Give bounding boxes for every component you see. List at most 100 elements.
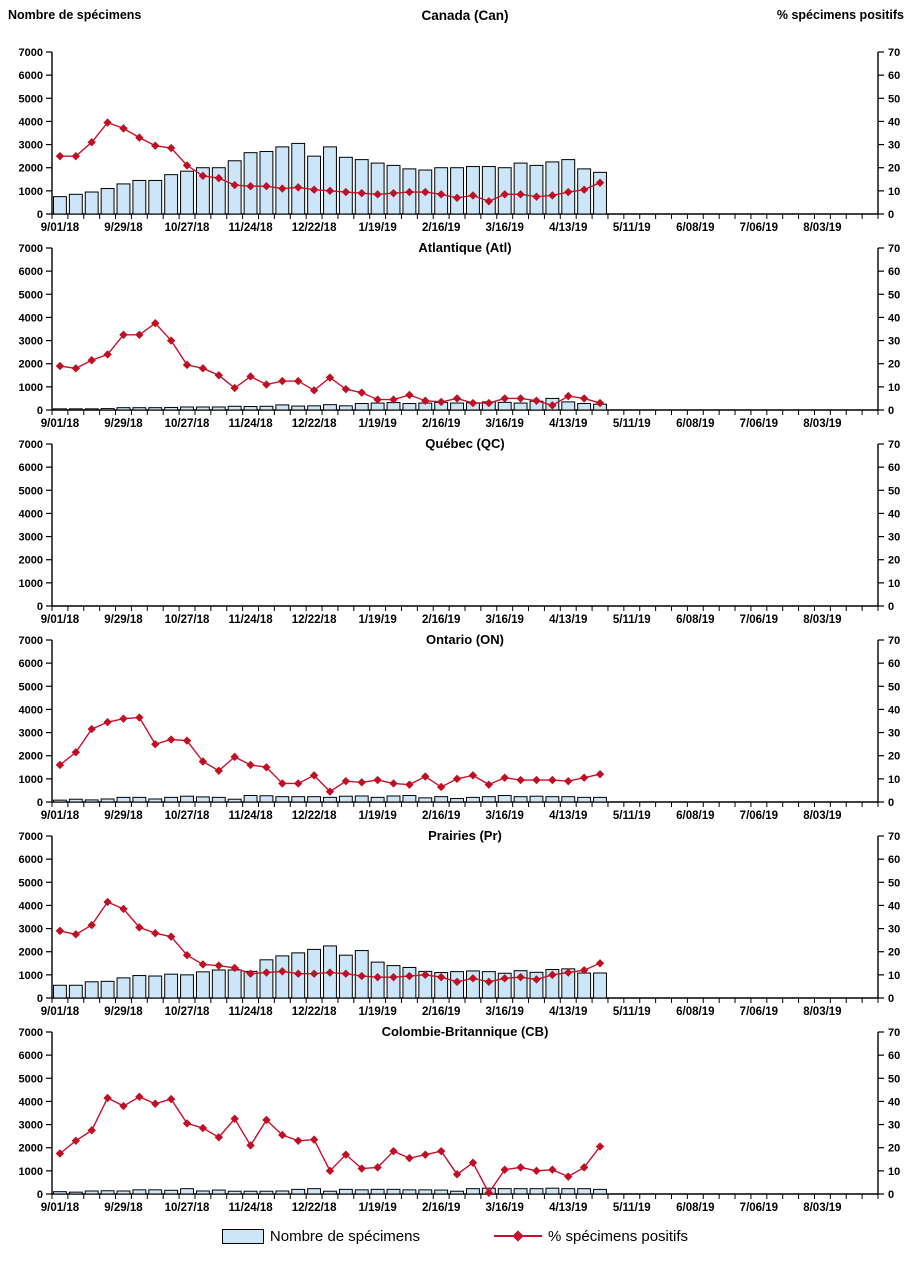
bar (338, 156, 353, 215)
diamond-marker (532, 396, 541, 405)
diamond-marker (55, 361, 65, 371)
bar (497, 401, 512, 411)
bar (84, 1190, 99, 1195)
diamond-marker (87, 1126, 96, 1135)
combo-chart-atlantique: 0 1000 2000 3000 4000 5000 6000 7000 0 10 20 30 40 50… (19, 240, 901, 430)
x-axis-tick-label: 5/11/19 (613, 418, 651, 430)
x-axis-tick-label: 6/08/19 (676, 1202, 714, 1214)
x-axis-tick-label: 2/16/19 (422, 810, 460, 822)
chart-title: Atlantique (Atl) (418, 240, 511, 255)
right-axis-tick-label: 60 (888, 658, 900, 670)
right-axis-tick-label: 20 (888, 555, 900, 567)
bar (195, 971, 210, 999)
x-axis-tick-label: 4/13/19 (549, 1006, 587, 1018)
left-axis-tick-label: 0 (37, 993, 43, 1005)
x-axis-tick-label: 9/01/18 (41, 1006, 80, 1018)
bars-series (53, 1187, 607, 1195)
bar (275, 1190, 290, 1195)
right-axis-tick-label: 60 (888, 1050, 900, 1062)
bar (307, 405, 322, 411)
x-axis-tick-label: 9/29/18 (104, 810, 143, 822)
diamond-marker (405, 187, 414, 197)
diamond-marker (436, 190, 446, 199)
legend-item-specimens: Nombre de spécimens (221, 1228, 420, 1245)
diamond-marker (532, 192, 541, 201)
diamond-marker (484, 780, 494, 789)
bar (354, 159, 369, 215)
diamond-marker (373, 775, 382, 785)
line-markers (55, 713, 605, 796)
bar (148, 1189, 163, 1195)
bar (148, 407, 163, 411)
bar (84, 981, 99, 999)
right-axis-tick-label: 0 (888, 797, 894, 809)
left-axis-tick-label: 1000 (19, 970, 43, 982)
left-axis-tick-label: 7000 (19, 243, 43, 255)
left-axis-tick-label: 4000 (19, 1096, 43, 1108)
x-axis-tick-label: 9/29/18 (104, 418, 143, 430)
left-axis-tick-label: 4000 (19, 116, 43, 128)
diamond-marker (151, 319, 160, 328)
x-axis-tick-label: 11/24/18 (228, 222, 273, 234)
diamond-marker (103, 1093, 112, 1103)
diamond-marker (87, 724, 96, 734)
bar (291, 405, 306, 411)
x-axis-tick-label: 1/19/19 (358, 1006, 396, 1018)
left-axis-tick-label: 7000 (19, 831, 43, 843)
diamond-marker (595, 959, 605, 968)
chart-panel-ontario: 0 1000 2000 3000 4000 5000 6000 7000 0 10 20 30 40 50… (0, 626, 910, 822)
diamond-marker (500, 773, 509, 782)
left-axis-tick-label: 0 (37, 405, 43, 417)
diamond-marker (579, 185, 589, 194)
bar (545, 1187, 560, 1195)
left-axis-tick-label: 6000 (19, 1050, 43, 1062)
bar (180, 974, 194, 999)
left-axis-tick-label: 7000 (19, 1027, 43, 1039)
diamond-marker (484, 398, 494, 408)
bar (291, 1188, 306, 1195)
diamond-marker (373, 190, 382, 199)
x-axis-tick-label: 5/11/19 (613, 810, 651, 822)
x-axis-tick-label: 12/22/18 (292, 1202, 337, 1214)
right-axis-tick-label: 40 (888, 1096, 900, 1108)
diamond-marker (500, 190, 509, 199)
x-axis-tick-label: 10/27/18 (165, 222, 210, 234)
left-axis-tick-label: 2000 (19, 555, 43, 567)
right-axis-tick-label: 50 (888, 289, 900, 301)
right-axis-tick-label: 0 (888, 209, 894, 221)
diamond-marker (357, 778, 366, 787)
bar (354, 795, 369, 803)
diamond-marker (452, 774, 462, 784)
left-axis-tick-label: 3000 (19, 728, 43, 740)
bar (68, 798, 83, 803)
bar (513, 1188, 528, 1195)
bar (116, 407, 131, 411)
right-axis-tick-label: 40 (888, 508, 900, 520)
bars-series (53, 397, 607, 411)
bar (227, 798, 242, 803)
x-axis-tick-label: 4/13/19 (549, 614, 587, 626)
right-axis-tick-label: 50 (888, 1073, 900, 1085)
x-axis-tick-label: 6/08/19 (676, 222, 714, 234)
bar (370, 1188, 385, 1195)
left-axis-tick-label: 7000 (19, 635, 43, 647)
bar (227, 405, 242, 411)
diamond-marker (151, 141, 160, 150)
left-axis-tick-label: 0 (37, 1189, 43, 1201)
bar (370, 162, 385, 215)
bar (561, 401, 576, 411)
bar (164, 174, 179, 215)
diamond-marker (516, 1163, 525, 1172)
left-axis-tick-label: 7000 (19, 439, 43, 451)
bar (466, 166, 480, 215)
right-axis-tick-label: 30 (888, 924, 900, 936)
bar (497, 795, 512, 803)
diamond-marker (294, 779, 303, 788)
diamond-marker (278, 376, 287, 386)
diamond-marker (87, 138, 96, 147)
diamond-marker (135, 713, 144, 722)
right-axis-tick-label: 0 (888, 1189, 894, 1201)
left-axis-tick-label: 6000 (19, 658, 43, 670)
diamond-marker (595, 1142, 605, 1151)
bar (275, 955, 290, 999)
